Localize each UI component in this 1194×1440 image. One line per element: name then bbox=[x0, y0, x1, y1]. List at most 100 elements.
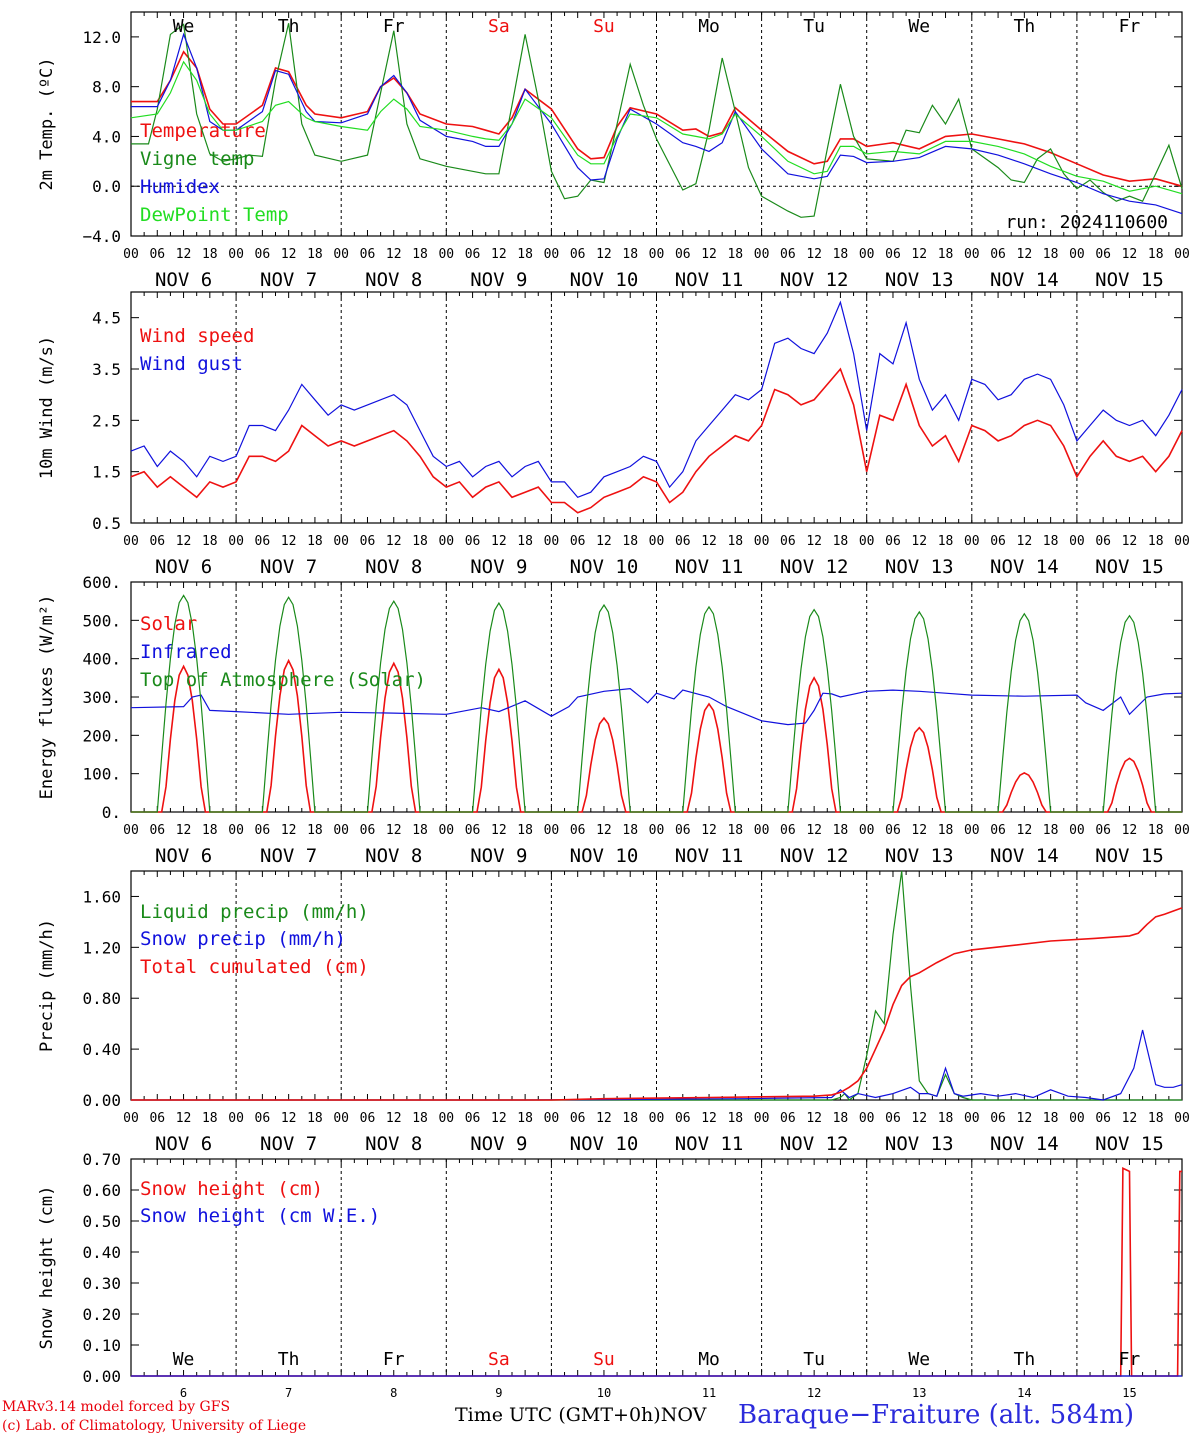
y-axis-label: Precip (mm/h) bbox=[37, 919, 57, 1052]
hour-tick-label: 18 bbox=[1148, 247, 1164, 262]
day-of-week-label: Th bbox=[278, 16, 300, 37]
hour-tick-label: 00 bbox=[123, 1111, 139, 1126]
hour-tick-label: 06 bbox=[255, 823, 271, 838]
day-number-label: 7 bbox=[285, 1386, 292, 1400]
date-label: NOV 9 bbox=[470, 556, 527, 578]
hour-tick-label: 18 bbox=[412, 247, 428, 262]
hour-tick-label: 00 bbox=[649, 534, 665, 549]
y-tick-label: 0.20 bbox=[82, 1305, 121, 1324]
hour-tick-label: 18 bbox=[622, 823, 638, 838]
legend-entry: Liquid precip (mm/h) bbox=[140, 901, 369, 923]
hour-tick-label: 06 bbox=[255, 1111, 271, 1126]
hour-tick-label: 06 bbox=[570, 823, 586, 838]
lab-credit: (c) Lab. of Climatology, University of L… bbox=[2, 1418, 307, 1434]
hour-tick-label: 00 bbox=[859, 534, 875, 549]
series-line-green bbox=[131, 870, 1182, 1101]
y-axis-label: 10m Wind (m/s) bbox=[37, 336, 57, 479]
y-tick-label: 0.30 bbox=[82, 1274, 121, 1293]
hour-tick-label: 06 bbox=[675, 247, 691, 262]
hour-tick-label: 18 bbox=[1148, 534, 1164, 549]
date-label: NOV 10 bbox=[570, 556, 639, 578]
y-tick-label: 1.20 bbox=[82, 938, 121, 957]
date-label: NOV 12 bbox=[780, 269, 849, 291]
hour-tick-label: 06 bbox=[360, 247, 376, 262]
y-tick-label: 0.80 bbox=[82, 989, 121, 1008]
hour-tick-label: 18 bbox=[1148, 1111, 1164, 1126]
y-tick-label: 0.00 bbox=[82, 1091, 121, 1110]
y-tick-label: 0.5 bbox=[92, 514, 121, 533]
day-of-week-label: Su bbox=[593, 1349, 615, 1370]
hour-tick-label: 00 bbox=[544, 247, 560, 262]
hour-tick-label: 00 bbox=[228, 1111, 244, 1126]
hour-tick-label: 00 bbox=[649, 247, 665, 262]
series-line-lightgreen bbox=[130, 60, 1183, 195]
hour-tick-label: 18 bbox=[833, 823, 849, 838]
hour-tick-label: 12 bbox=[806, 534, 822, 549]
day-of-week-label: Su bbox=[593, 16, 615, 37]
date-label: NOV 9 bbox=[470, 269, 527, 291]
hour-tick-label: 00 bbox=[859, 823, 875, 838]
hour-tick-label: 12 bbox=[176, 1111, 192, 1126]
day-of-week-label: Fr bbox=[1119, 1349, 1141, 1370]
hour-tick-label: 18 bbox=[307, 1111, 323, 1126]
hour-tick-label: 06 bbox=[465, 247, 481, 262]
legend-entry: Solar bbox=[140, 613, 197, 635]
hour-tick-label: 06 bbox=[780, 247, 796, 262]
hour-tick-label: 18 bbox=[412, 1111, 428, 1126]
hour-tick-label: 18 bbox=[622, 1111, 638, 1126]
day-number-label: 15 bbox=[1122, 1386, 1136, 1400]
hour-tick-label: 00 bbox=[859, 1111, 875, 1126]
date-label: NOV 6 bbox=[155, 1133, 212, 1155]
date-label: NOV 11 bbox=[675, 1133, 744, 1155]
hour-tick-label: 00 bbox=[333, 1111, 349, 1126]
hour-tick-label: 18 bbox=[202, 1111, 218, 1126]
series-line-blue bbox=[130, 687, 1183, 726]
hour-tick-label: 06 bbox=[1095, 823, 1111, 838]
hour-tick-label: 06 bbox=[1095, 1111, 1111, 1126]
hour-tick-label: 06 bbox=[885, 247, 901, 262]
series-line-blue bbox=[130, 300, 1183, 499]
y-tick-label: 300. bbox=[82, 688, 121, 707]
hour-tick-label: 06 bbox=[255, 247, 271, 262]
hour-tick-label: 12 bbox=[281, 534, 297, 549]
hour-tick-label: 12 bbox=[386, 247, 402, 262]
panel-1: −4.0 0.0 4.0 8.0 12.0 2m Temp. (ºC) Temperatur… bbox=[37, 11, 1190, 291]
hour-tick-label: 06 bbox=[675, 1111, 691, 1126]
hour-tick-label: 18 bbox=[1043, 1111, 1059, 1126]
hour-tick-label: 06 bbox=[990, 1111, 1006, 1126]
time-axis-label: Time UTC (GMT+0h)NOV bbox=[455, 1404, 706, 1426]
day-of-week-label: Th bbox=[1014, 16, 1036, 37]
y-axis-label: Energy fluxes (W/m²) bbox=[37, 595, 57, 800]
date-label: NOV 13 bbox=[885, 845, 954, 867]
day-number-label: 6 bbox=[180, 1386, 187, 1400]
day-of-week-label: Fr bbox=[1119, 16, 1141, 37]
legend-entry: Vigne temp bbox=[140, 148, 254, 170]
hour-tick-label: 00 bbox=[123, 534, 139, 549]
y-tick-label: 0.10 bbox=[82, 1336, 121, 1355]
hour-tick-label: 18 bbox=[938, 534, 954, 549]
hour-tick-label: 00 bbox=[1174, 534, 1190, 549]
day-number-label: 9 bbox=[495, 1386, 502, 1400]
day-of-week-label: Fr bbox=[383, 16, 405, 37]
hour-tick-label: 12 bbox=[701, 247, 717, 262]
hour-tick-label: 00 bbox=[1069, 1111, 1085, 1126]
legend-entry: Total cumulated (cm) bbox=[140, 956, 369, 978]
legend-entry: Temperature bbox=[140, 120, 266, 142]
legend-entry: Infrared bbox=[140, 641, 232, 663]
hour-tick-label: 00 bbox=[438, 247, 454, 262]
month-label: NOV bbox=[660, 1404, 707, 1426]
hour-tick-label: 00 bbox=[438, 1111, 454, 1126]
hour-tick-label: 06 bbox=[885, 534, 901, 549]
date-label: NOV 9 bbox=[470, 845, 527, 867]
hour-tick-label: 12 bbox=[386, 1111, 402, 1126]
hour-tick-label: 00 bbox=[544, 823, 560, 838]
legend-entry: Snow height (cm W.E.) bbox=[140, 1205, 380, 1227]
date-label: NOV 8 bbox=[365, 1133, 422, 1155]
hour-tick-label: 00 bbox=[438, 534, 454, 549]
hour-tick-label: 18 bbox=[833, 534, 849, 549]
panel-5: 0.00 0.10 0.20 0.30 0.40 0.50 0.60 0.70 Snow hei… bbox=[37, 1150, 1183, 1400]
legend-entry: DewPoint Temp bbox=[140, 204, 289, 226]
series-line-green bbox=[131, 594, 1182, 813]
date-label: NOV 10 bbox=[570, 269, 639, 291]
